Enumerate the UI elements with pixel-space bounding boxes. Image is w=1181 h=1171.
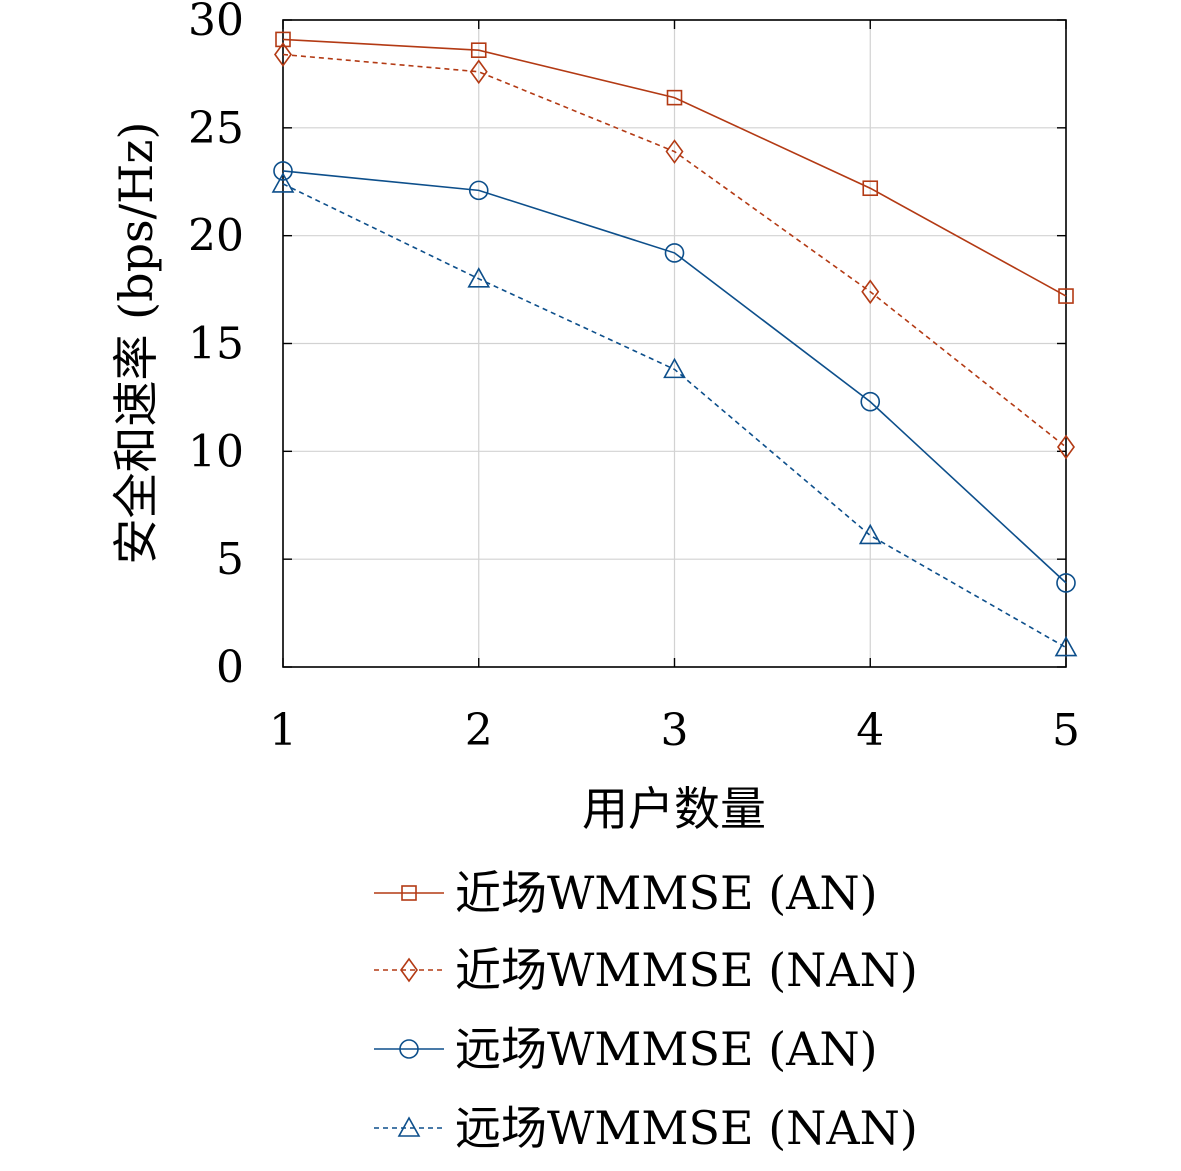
- square-marker: [401, 885, 417, 901]
- square-marker: [470, 42, 487, 58]
- series-diamond: [274, 42, 1075, 460]
- diamond-marker: [274, 42, 292, 67]
- y-tick-label: 25: [188, 103, 244, 154]
- x-tick-label: 5: [1052, 705, 1080, 756]
- circle-marker: [399, 1039, 419, 1059]
- y-tick-label: 10: [188, 426, 244, 477]
- diamond-marker: [400, 957, 418, 983]
- series-line: [282, 53, 1067, 448]
- square-marker: [275, 31, 291, 48]
- triangle-marker: [1054, 635, 1078, 657]
- x-tick-label: 4: [856, 705, 884, 756]
- diamond-marker: [665, 139, 684, 164]
- triangle-marker: [663, 357, 686, 379]
- series-line: [282, 170, 1067, 584]
- square-marker: [1058, 288, 1074, 304]
- diamond-marker: [861, 279, 880, 305]
- y-tick-label: 20: [188, 211, 244, 262]
- legend-item: 近场WMMSE (NAN): [374, 943, 918, 997]
- legend-label: 远场WMMSE (NAN): [455, 1101, 918, 1155]
- circle-marker: [1056, 573, 1076, 593]
- triangle-marker: [467, 267, 491, 288]
- y-tick-label: 0: [216, 642, 244, 693]
- series-square: [275, 31, 1074, 304]
- y-tick-label: 15: [188, 319, 244, 370]
- square-marker: [666, 89, 683, 106]
- y-axis-label: 安全和速率 (bps/Hz): [109, 122, 163, 565]
- circle-marker: [468, 180, 489, 201]
- grid: [282, 19, 1067, 668]
- square-marker: [862, 180, 879, 197]
- triangle-marker: [858, 523, 882, 545]
- legend: 近场WMMSE (AN) 近场WMMSE (NAN) 远场WMMSE (AN) 远场W…: [374, 866, 918, 1155]
- x-tick-label: 2: [465, 705, 493, 756]
- series-group: [271, 31, 1078, 657]
- triangle-marker: [397, 1116, 421, 1137]
- diamond-marker: [1057, 434, 1075, 460]
- series-circle: [273, 161, 1076, 593]
- y-tick-label: 5: [216, 534, 244, 585]
- legend-label: 近场WMMSE (AN): [455, 866, 878, 920]
- circle-marker: [273, 161, 293, 181]
- series-line: [282, 38, 1067, 297]
- y-tick-label: 30: [188, 0, 244, 46]
- circle-marker: [860, 391, 881, 412]
- x-tick-label: 3: [661, 705, 689, 756]
- triangle-marker: [271, 172, 295, 193]
- circle-marker: [664, 243, 685, 263]
- legend-label: 近场WMMSE (NAN): [455, 943, 918, 997]
- legend-item: 远场WMMSE (AN): [374, 1022, 878, 1076]
- diamond-marker: [469, 59, 488, 85]
- series-triangle: [271, 172, 1078, 657]
- legend-label: 远场WMMSE (AN): [455, 1022, 878, 1076]
- series-line: [282, 183, 1067, 649]
- x-tick-label: 1: [269, 705, 297, 756]
- x-axis-label: 用户数量: [582, 782, 766, 836]
- legend-item: 远场WMMSE (NAN): [374, 1101, 918, 1155]
- legend-item: 近场WMMSE (AN): [374, 866, 878, 920]
- axis-ticks: 1 2 3 4 5 0 5 10 15 20 25 30: [188, 0, 1080, 756]
